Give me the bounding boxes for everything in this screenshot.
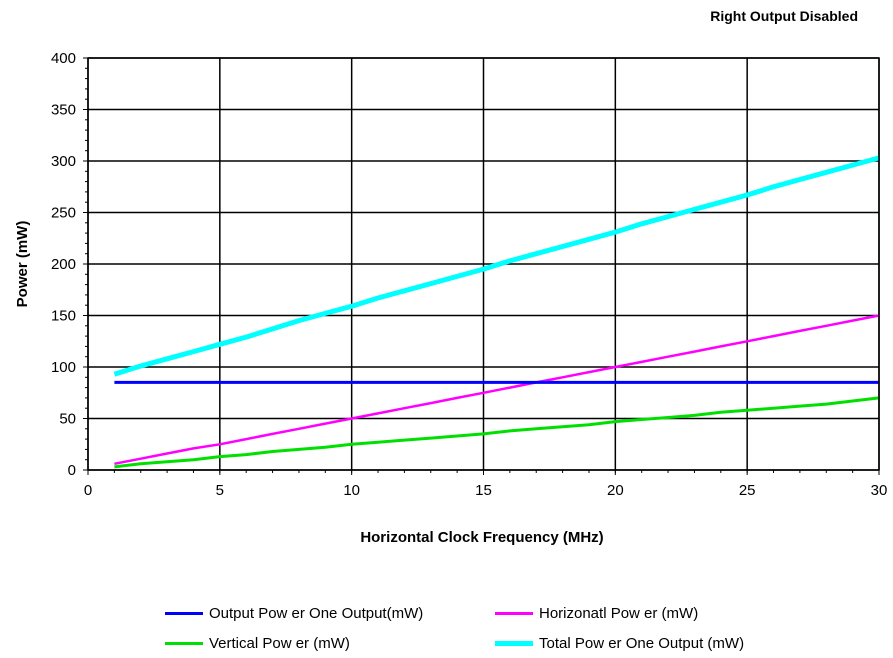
legend-swatch-output-power [165, 611, 203, 615]
x-tick-label: 15 [475, 482, 492, 499]
y-tick-label: 100 [51, 359, 76, 376]
x-tick-label: 5 [216, 482, 224, 499]
chart-title: Right Output Disabled [710, 8, 858, 24]
legend-swatch-horizontal-power [495, 611, 533, 615]
legend-label-vertical-power: Vertical Pow er (mW) [209, 634, 350, 652]
legend-item-vertical-power: Vertical Pow er (mW) [165, 635, 495, 652]
y-tick-label: 200 [51, 256, 76, 273]
legend-item-total-power: Total Pow er One Output (mW) [495, 635, 825, 652]
series-horizontal-power-line [114, 314, 880, 466]
legend: Output Pow er One Output(mW) Horizonatl … [165, 598, 865, 658]
legend-swatch-total-power [495, 640, 533, 646]
y-axis-label: Power (mW) [14, 221, 31, 308]
x-axis-label: Horizontal Clock Frequency (MHz) [360, 529, 603, 546]
y-tick-label: 50 [59, 411, 76, 428]
x-tick-label: 20 [607, 482, 624, 499]
legend-label-output-power: Output Pow er One Output(mW) [209, 604, 424, 622]
legend-label-total-power: Total Pow er One Output (mW) [539, 634, 745, 652]
y-tick-label: 300 [51, 153, 76, 170]
x-tick-label: 10 [343, 482, 360, 499]
chart-canvas: 0 50 100 150 200 250 300 350 400 0 5 10 15 20 25 30 Hor… [14, 50, 888, 546]
legend-item-horizontal-power: Horizonatl Pow er (mW) [495, 605, 825, 622]
y-tick-label: 350 [51, 102, 76, 119]
y-tick-label: 150 [51, 308, 76, 325]
x-tick-label: 0 [84, 482, 92, 499]
legend-item-output-power: Output Pow er One Output(mW) [165, 605, 495, 622]
y-tick-label: 250 [51, 205, 76, 222]
legend-swatch-vertical-power [165, 641, 203, 645]
series-total-power-line [113, 155, 880, 377]
x-tick-label: 25 [739, 482, 756, 499]
legend-label-horizontal-power: Horizonatl Pow er (mW) [539, 604, 699, 622]
series-vertical-power-line [114, 396, 880, 469]
y-tick-label: 0 [68, 462, 76, 479]
plot-border [87, 57, 880, 471]
y-tick-label: 400 [51, 50, 76, 67]
x-tick-label: 30 [871, 482, 888, 499]
